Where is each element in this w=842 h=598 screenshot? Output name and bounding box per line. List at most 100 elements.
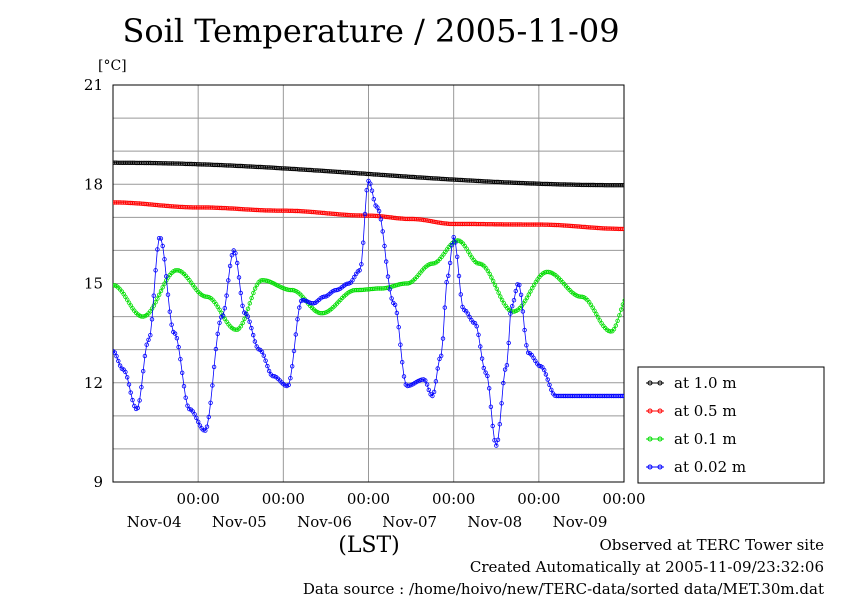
data-point (204, 424, 210, 429)
series-at-0-02-m (113, 178, 624, 448)
data-point (621, 393, 624, 399)
data-point (594, 311, 599, 317)
data-point (158, 236, 164, 241)
data-point (375, 205, 380, 210)
x-tick-date-label: Nov-07 (382, 513, 437, 531)
data-point (250, 332, 256, 338)
data-point (238, 290, 243, 296)
data-point (549, 387, 554, 392)
data-point (485, 373, 490, 379)
data-point (128, 390, 133, 395)
legend-item: at 1.0 m (646, 374, 737, 392)
data-point (496, 290, 501, 295)
data-point (499, 401, 504, 406)
legend-marker (647, 380, 653, 386)
data-point (524, 343, 529, 348)
data-point (252, 286, 258, 291)
data-point (621, 183, 624, 188)
legend-label: at 1.0 m (674, 374, 737, 392)
data-point (530, 285, 535, 291)
data-point (288, 376, 293, 381)
data-point (615, 318, 620, 323)
data-point (247, 319, 252, 324)
data-point (146, 337, 151, 342)
data-point (359, 262, 364, 267)
data-point (149, 317, 155, 322)
series-layer (113, 160, 629, 448)
data-point (440, 336, 446, 341)
data-point (293, 332, 298, 337)
data-point (520, 309, 526, 314)
data-point (382, 243, 387, 249)
data-point (124, 375, 130, 380)
data-point (389, 296, 394, 301)
data-point (625, 296, 629, 300)
legend-marker (647, 436, 653, 442)
data-point (229, 252, 235, 258)
data-point (528, 289, 533, 294)
data-point (169, 322, 174, 327)
data-point (506, 340, 511, 346)
data-point (492, 282, 498, 288)
data-point (495, 437, 501, 442)
x-tick-time-label: 00:00 (177, 490, 220, 508)
data-point (361, 240, 366, 245)
x-tick-date-label: Nov-04 (127, 513, 182, 531)
data-point (126, 382, 132, 387)
data-point (499, 297, 505, 303)
data-point (174, 336, 180, 341)
data-point (286, 382, 291, 388)
chart-title: Soil Temperature / 2005-11-09 (122, 12, 620, 50)
data-point (524, 295, 530, 300)
data-point (148, 333, 153, 338)
data-point (249, 325, 254, 331)
data-point (240, 303, 245, 308)
data-point (155, 296, 160, 301)
data-point (526, 292, 531, 297)
data-point (176, 344, 181, 350)
x-tick-date-label: Nov-05 (212, 513, 267, 531)
data-point (513, 288, 518, 294)
data-point (620, 226, 624, 232)
series-at-0-1-m (113, 238, 629, 334)
data-point (488, 404, 494, 409)
data-point (265, 363, 270, 369)
data-point (192, 412, 197, 417)
data-point (396, 325, 401, 330)
data-point (227, 263, 233, 269)
data-point (487, 386, 492, 391)
data-point (163, 274, 169, 279)
legend-item: at 0.1 m (646, 430, 737, 448)
data-point (116, 358, 121, 364)
data-point (424, 382, 430, 387)
data-point (518, 292, 524, 297)
data-point (433, 379, 439, 384)
data-point (444, 280, 449, 285)
data-point (247, 301, 252, 306)
legend-label: at 0.02 m (674, 458, 746, 476)
data-point (217, 320, 222, 325)
legend: at 1.0 m at 0.5 m at 0.1 m at 0.02 m (637, 366, 825, 484)
data-point (592, 308, 597, 313)
data-point (501, 380, 506, 386)
data-point (494, 286, 499, 291)
data-point (455, 254, 460, 259)
x-tick-time-label: 00:00 (262, 490, 305, 508)
data-point (185, 403, 190, 408)
footer-observed: Observed at TERC Tower site (599, 536, 824, 554)
y-tick-label: 21 (84, 76, 103, 94)
data-point (183, 395, 188, 400)
legend-item: at 0.02 m (646, 458, 746, 476)
y-axis-label: [°C] (98, 58, 127, 74)
data-point (140, 369, 146, 374)
x-axis-label: (LST) (338, 533, 400, 558)
data-point (376, 208, 382, 214)
legend-marker (657, 436, 663, 442)
data-point (114, 354, 119, 359)
data-point (613, 323, 618, 328)
data-point (474, 324, 479, 329)
y-tick-label: 15 (84, 275, 103, 293)
data-point (620, 393, 624, 399)
data-point (178, 357, 183, 362)
